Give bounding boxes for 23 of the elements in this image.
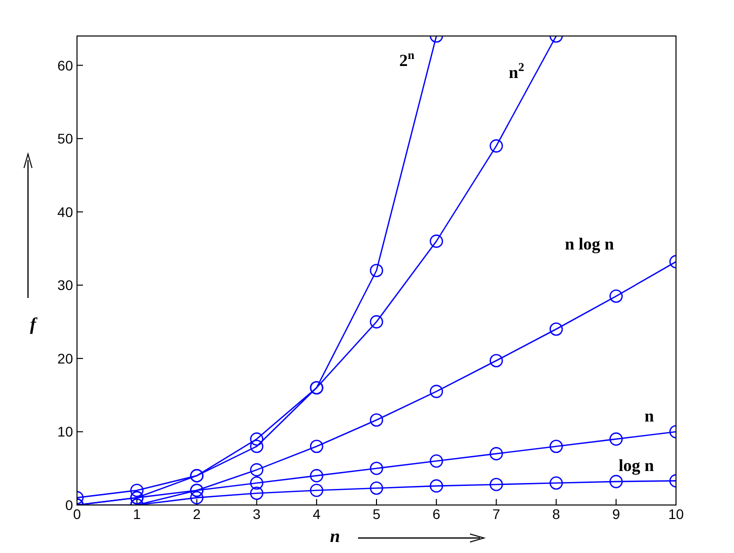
series-label: log n <box>618 456 655 475</box>
y-tick-label: 40 <box>57 204 74 220</box>
series-label: n <box>644 406 655 426</box>
x-tick-label: 9 <box>612 506 620 522</box>
text: n log n <box>564 234 615 254</box>
x-tick-label: 4 <box>312 506 321 522</box>
x-axis-title: n <box>330 526 340 546</box>
x-tick-label: 6 <box>432 506 440 522</box>
x-tick-label: 3 <box>252 506 261 522</box>
x-tick-label: 1 <box>133 506 141 522</box>
x-tick-label: 7 <box>492 506 500 522</box>
y-axis-title: f <box>30 314 38 334</box>
y-tick-label: 30 <box>57 277 74 294</box>
x-tick-label: 2 <box>192 506 201 522</box>
y-tick-label: 10 <box>57 424 74 440</box>
y-tick-label: 20 <box>57 350 74 366</box>
y-tick-label: 60 <box>57 57 74 74</box>
x-tick-label: 8 <box>552 506 560 522</box>
x-tick-label: 5 <box>372 506 381 522</box>
series-label: 2$^{n}$ <box>399 48 415 70</box>
y-tick-label: 50 <box>57 130 74 147</box>
series-label: n$^{2}$ <box>508 60 524 82</box>
x-tick-label: 10 <box>668 506 684 522</box>
